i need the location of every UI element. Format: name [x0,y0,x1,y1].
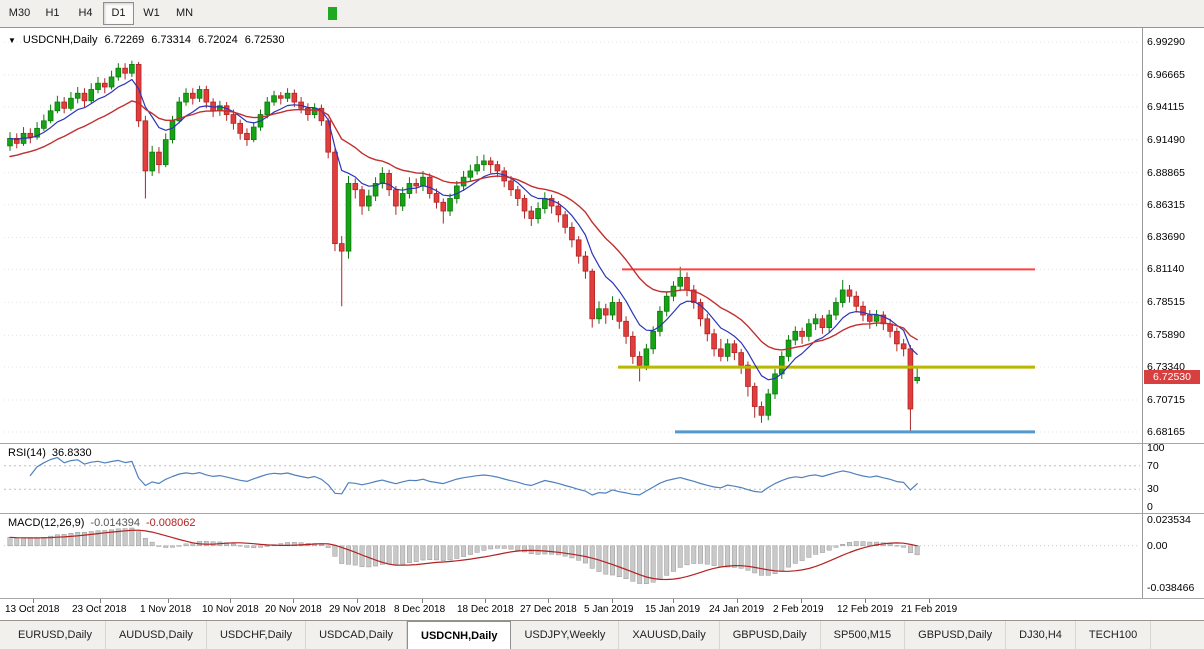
date-tick [929,599,930,603]
price-axis-label: 6.68165 [1147,426,1185,438]
date-axis[interactable]: 13 Oct 2018 23 Oct 2018 1 Nov 2018 10 Nov 2… [0,599,1204,620]
date-axis-label: 5 Jan 2019 [584,604,634,615]
tab-sp500-m15[interactable]: SP500,M15 [821,621,906,649]
chart-close-value: 6.72530 [244,34,285,46]
chart-collapse-icon[interactable]: ▼ [8,35,16,45]
tab-gbpusd-daily[interactable]: GBPUSD,Daily [720,621,821,649]
chart-low-value: 6.72024 [198,34,238,46]
date-tick [230,599,231,603]
date-axis-label: 23 Oct 2018 [72,604,127,615]
date-axis-label: 21 Feb 2019 [901,604,958,615]
price-axis-label: 6.75890 [1147,329,1185,342]
chart-title: ▼ USDCNH,Daily 6.72269 6.73314 6.72024 6… [8,34,285,46]
date-axis-label: 24 Jan 2019 [709,604,765,615]
date-tick [100,599,101,603]
toolbar: M30 H1 H4 D1 W1 MN [0,0,1204,28]
rsi-axis-label: 100 [1147,442,1165,454]
timeframe-button-h4[interactable]: H4 [78,7,93,19]
main-chart-panel: ▼ USDCNH,Daily 6.72269 6.73314 6.72024 6… [0,28,1204,443]
rsi-axis-label: 30 [1147,483,1159,496]
rsi-label: RSI(14) 36.8330 [8,447,92,459]
date-tick [612,599,613,603]
tab-usdcnh-daily[interactable]: USDCNH,Daily [407,621,512,649]
macd-label: MACD(12,26,9) -0.014394 -0.008062 [8,517,196,529]
tab-tech100[interactable]: TECH100 [1076,621,1152,649]
date-tick [33,599,34,603]
date-axis-label: 8 Dec 2018 [394,604,446,615]
rsi-axis-label: 0 [1147,501,1153,513]
timeframe-button-m30[interactable]: M30 [8,7,31,19]
price-axis-label: 6.94115 [1147,100,1185,113]
toolbar-green-indicator [328,7,337,20]
rsi-indicator-value: 36.8330 [51,447,92,459]
timeframe-button-mn[interactable]: MN [175,7,194,19]
chart-open-value: 6.72269 [104,34,145,46]
rsi-axis-label: 70 [1147,459,1159,472]
tab-usdjpy-weekly[interactable]: USDJPY,Weekly [511,621,620,649]
price-axis-label: 6.78515 [1147,296,1185,309]
price-axis-separator [1142,28,1143,598]
tab-gbpusd-daily[interactable]: GBPUSD,Daily [905,621,1007,649]
rsi-indicator-name: RSI(14) [8,447,46,459]
date-tick [422,599,423,603]
tab-usdcad-daily[interactable]: USDCAD,Daily [306,621,408,649]
date-axis-label: 27 Dec 2018 [520,604,577,615]
date-tick [548,599,549,603]
date-tick [865,599,866,603]
price-axis-label: 6.99290 [1147,36,1185,48]
date-tick [485,599,486,603]
rsi-chart-canvas[interactable] [0,444,1204,513]
price-axis-label: 6.83690 [1147,231,1185,244]
rsi-panel: RSI(14) 36.8330 100 70 30 0 [0,442,1204,513]
macd-panel: MACD(12,26,9) -0.014394 -0.008062 0.0235… [0,514,1204,598]
date-tick [168,599,169,603]
macd-signal-value: -0.008062 [145,517,196,529]
current-price-badge: 6.72530 [1144,370,1200,385]
symbol-tabs: EURUSD,Daily AUDUSD,Daily USDCHF,Daily USDC… [0,620,1204,649]
macd-main-value: -0.014394 [90,517,140,529]
price-axis-label: 6.86315 [1147,198,1185,211]
price-axis-label: 6.73340 [1147,361,1185,374]
tab-dj30-h4[interactable]: DJ30,H4 [1006,621,1076,649]
panel-splitter-rsi[interactable] [0,443,1204,444]
price-axis-label: 6.70715 [1147,394,1185,407]
price-axis-label: 6.91490 [1147,133,1185,146]
panel-splitter-macd[interactable] [0,513,1204,514]
macd-axis-label: 0.023534 [1147,514,1191,526]
tab-xauusd-daily[interactable]: XAUUSD,Daily [619,621,720,649]
date-axis-label: 1 Nov 2018 [140,604,192,615]
date-axis-label: 13 Oct 2018 [5,604,60,615]
date-axis-label: 2 Feb 2019 [773,604,824,615]
date-tick [357,599,358,603]
price-axis-label: 6.81140 [1147,263,1185,276]
date-tick [801,599,802,603]
date-axis-label: 18 Dec 2018 [457,604,514,615]
date-tick [673,599,674,603]
timeframe-buttons: M30 H1 H4 D1 W1 MN [3,2,201,25]
date-axis-separator [0,598,1204,599]
chart-symbol-period: USDCNH,Daily [22,34,98,46]
macd-axis-label: 0.00 [1147,539,1168,552]
macd-chart-canvas[interactable] [0,514,1204,598]
timeframe-button-w1[interactable]: W1 [143,7,160,19]
price-axis-label: 6.96665 [1147,68,1185,81]
tab-eurusd-daily[interactable]: EURUSD,Daily [5,621,106,649]
date-axis-label: 29 Nov 2018 [329,604,386,615]
price-axis-label: 6.88865 [1147,166,1185,179]
tab-audusd-daily[interactable]: AUDUSD,Daily [106,621,207,649]
macd-indicator-name: MACD(12,26,9) [8,517,85,529]
macd-axis-label: -0.038466 [1147,582,1195,594]
date-axis-label: 12 Feb 2019 [837,604,894,615]
chart-high-value: 6.73314 [151,34,192,46]
date-tick [737,599,738,603]
candlestick-chart-canvas[interactable] [0,28,1204,443]
date-tick [293,599,294,603]
tab-usdchf-daily[interactable]: USDCHF,Daily [207,621,307,649]
timeframe-button-d1[interactable]: D1 [103,2,134,25]
date-axis-label: 15 Jan 2019 [645,604,701,615]
timeframe-button-h1[interactable]: H1 [45,7,60,19]
date-axis-label: 20 Nov 2018 [265,604,322,615]
date-axis-label: 10 Nov 2018 [202,604,259,615]
